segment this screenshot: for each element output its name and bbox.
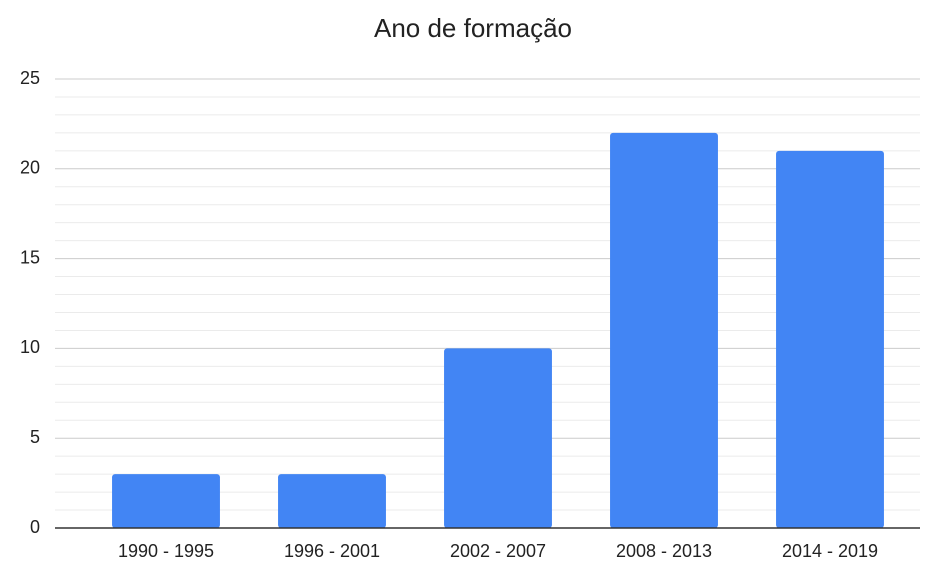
x-tick-label: 2002 - 2007	[450, 541, 546, 561]
bar	[776, 150, 884, 528]
x-tick-label: 2008 - 2013	[616, 541, 712, 561]
y-tick-label: 5	[30, 427, 40, 447]
y-tick-label: 15	[20, 247, 40, 267]
x-tick-label: 1996 - 2001	[284, 541, 380, 561]
bar	[112, 474, 220, 528]
y-tick-label: 25	[20, 68, 40, 88]
y-tick-label: 20	[20, 158, 40, 178]
y-tick-label: 0	[30, 517, 40, 537]
x-tick-label: 1990 - 1995	[118, 541, 214, 561]
bar	[278, 474, 386, 528]
chart-title: Ano de formação	[374, 13, 572, 43]
x-tick-label: 2014 - 2019	[782, 541, 878, 561]
bar	[444, 348, 552, 528]
bar	[610, 132, 718, 528]
y-tick-label: 10	[20, 337, 40, 357]
